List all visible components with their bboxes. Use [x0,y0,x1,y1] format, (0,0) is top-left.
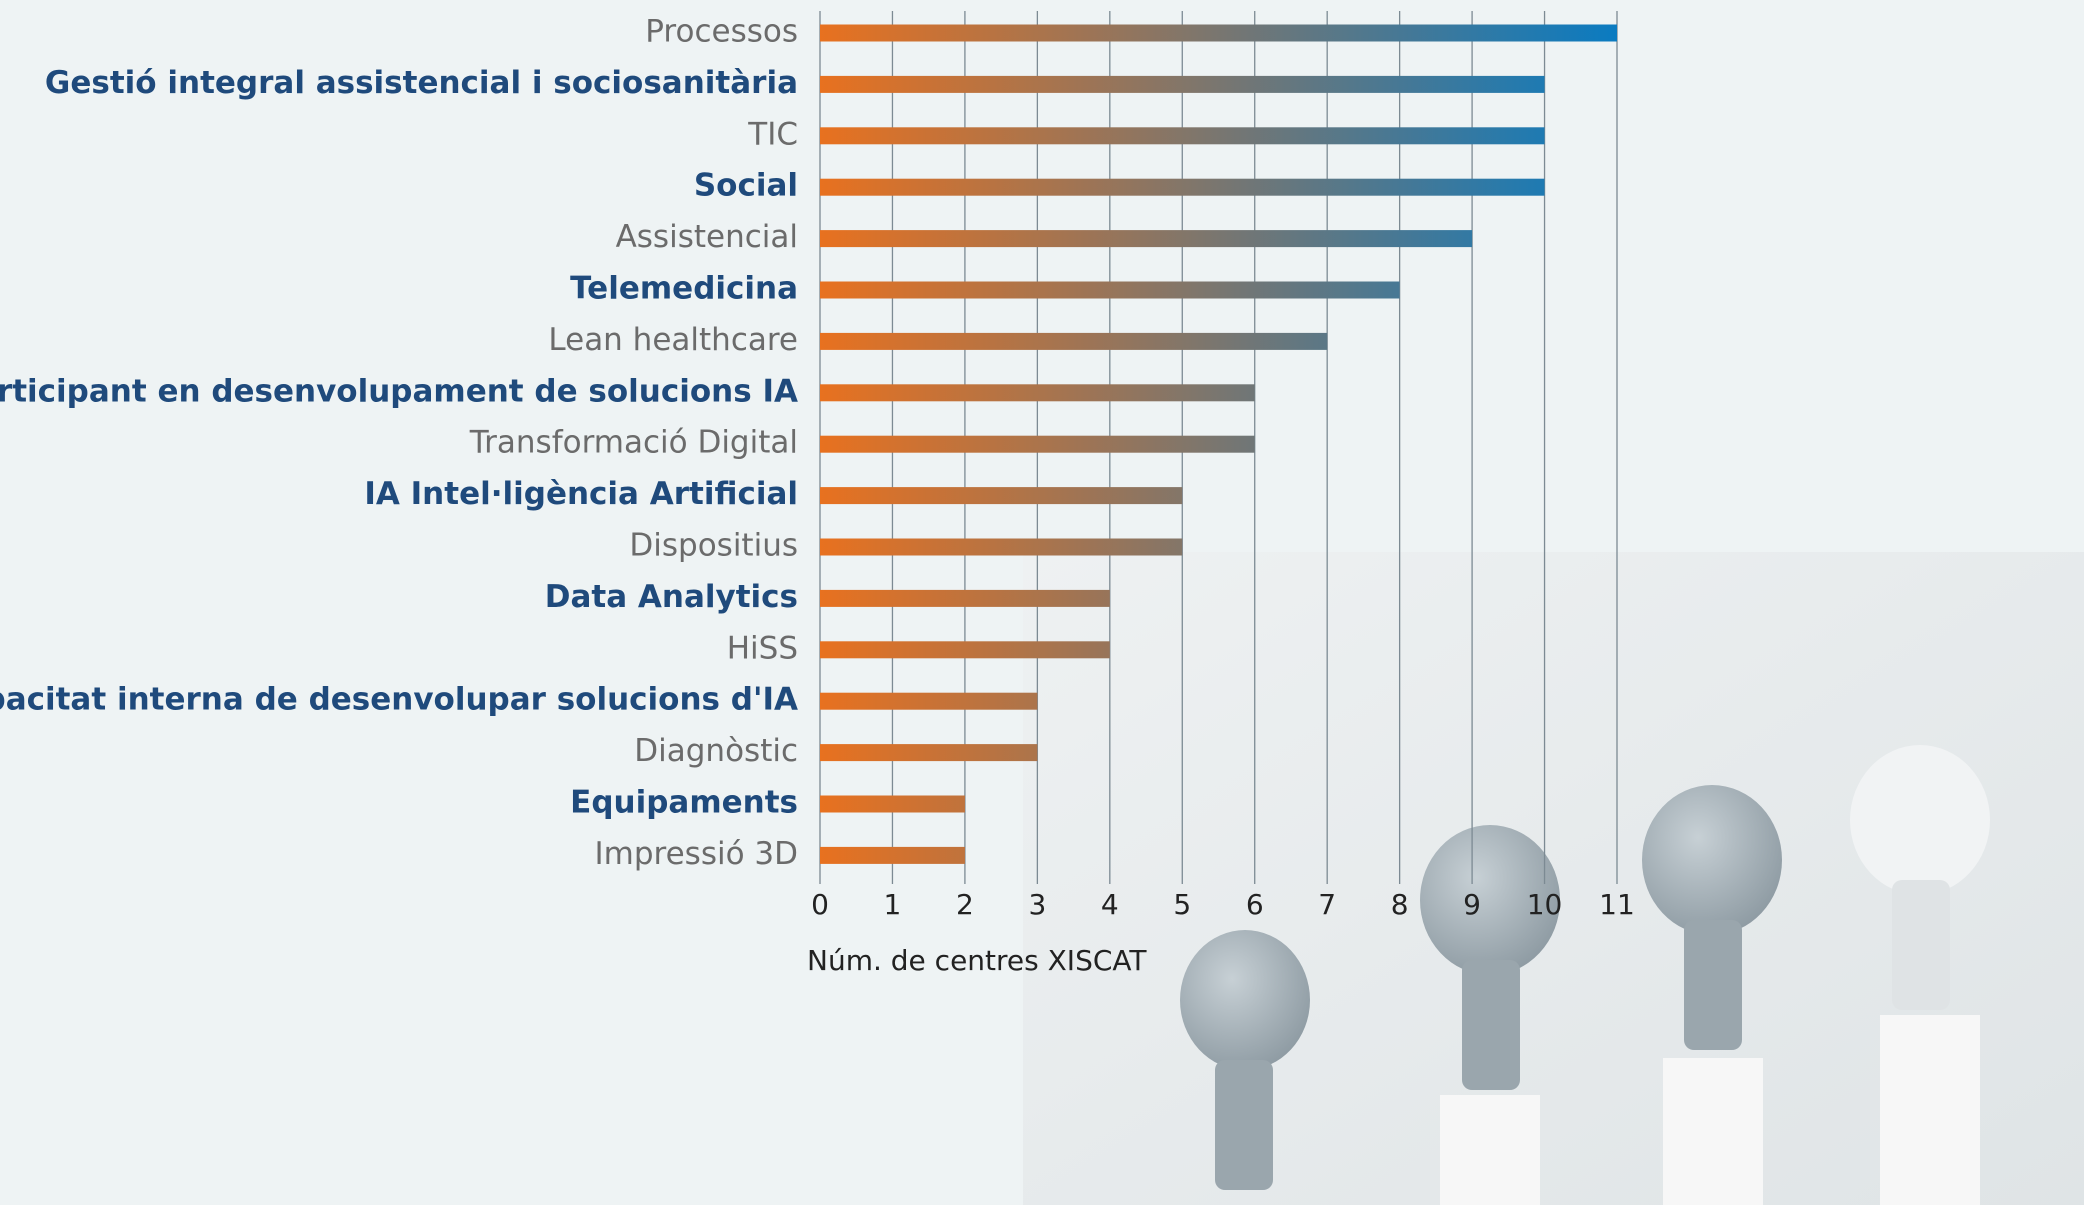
category-label: Social [694,168,798,204]
x-axis-title: Núm. de centres XISCAT [807,944,1147,977]
bar [820,589,1110,607]
bar [820,332,1328,350]
bar [820,127,1545,145]
bar [820,435,1255,453]
bar [820,846,965,864]
x-tick-label: 10 [1527,888,1563,921]
x-tick-label: 0 [811,888,829,921]
category-label: HiSS [727,630,798,666]
bar [820,487,1183,505]
x-tick-label: 3 [1028,888,1046,921]
category-label: Processos [645,14,798,50]
bar [820,178,1545,196]
category-label: Transformació Digital [469,425,798,461]
category-label: Assistencial [616,219,798,255]
category-label: Data Analytics [545,579,798,615]
x-tick-label: 4 [1101,888,1119,921]
bar [820,692,1038,710]
category-label: Gestió integral assistencial i sociosani… [45,65,798,101]
category-label: Capacitat interna de desenvolupar soluci… [0,682,798,718]
bar [820,538,1183,556]
category-label: IA Intel·ligència Artificial [364,476,798,512]
category-label: TIC [747,116,798,152]
category-label: Telemedicina [570,271,798,307]
category-label: Lean healthcare [548,322,798,358]
category-label: Dispositius [629,528,798,564]
bar [820,75,1545,93]
bar [820,795,965,813]
bar [820,384,1255,402]
bar [820,24,1617,42]
x-tick-label: 5 [1173,888,1191,921]
photo [1023,552,2084,1205]
x-tick-label: 6 [1246,888,1264,921]
bar [820,281,1400,299]
bar [820,744,1038,762]
x-tick-label: 2 [956,888,974,921]
category-label: Impressió 3D [595,836,798,872]
x-tick-label: 1 [884,888,902,921]
category-label: Equipaments [570,785,798,821]
bar [820,641,1110,659]
x-tick-label: 9 [1463,888,1481,921]
category-label: Participant en desenvolupament de soluci… [0,373,798,409]
x-tick-label: 7 [1318,888,1336,921]
bar [820,230,1473,248]
x-tick-label: 11 [1599,888,1635,921]
x-tick-label: 8 [1391,888,1409,921]
category-label: Diagnòstic [634,733,798,769]
